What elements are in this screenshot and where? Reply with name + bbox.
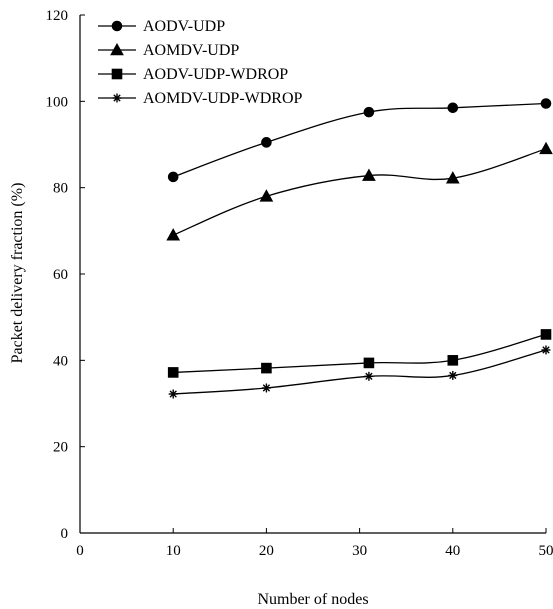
x-tick-label: 10 — [166, 543, 181, 559]
legend-marker — [111, 68, 123, 80]
data-point — [445, 171, 460, 184]
legend-label: AODV-UDP-WDROP — [143, 66, 288, 83]
data-point — [363, 106, 375, 118]
data-point — [540, 329, 552, 340]
x-tick-label: 50 — [539, 543, 553, 559]
legend-label: AOMDV-UDP — [143, 42, 239, 59]
y-tick-label: 60 — [53, 267, 68, 283]
legend-label: AOMDV-UDP-WDROP — [143, 90, 303, 107]
data-point — [167, 367, 179, 378]
series-group — [166, 98, 553, 399]
series-line — [173, 349, 547, 395]
data-point — [448, 370, 458, 380]
data-point — [167, 171, 179, 183]
y-axis-title: Packet delivery fraction (%) — [9, 183, 26, 364]
x-axis-ticks: 0 10 20 30 40 50 — [76, 528, 553, 559]
series-aomdv-udp — [166, 141, 553, 241]
data-point — [540, 98, 552, 109]
data-point — [541, 345, 551, 355]
y-tick-label: 120 — [46, 8, 69, 24]
y-tick-label: 80 — [53, 181, 68, 197]
y-tick-label: 20 — [53, 440, 68, 456]
x-tick-label: 40 — [445, 543, 460, 559]
legend-marker — [111, 20, 123, 32]
data-point — [261, 137, 272, 148]
legend-item: AODV-UDP-WDROP — [98, 66, 288, 83]
series-line — [172, 102, 547, 178]
series-aodv-udp — [167, 98, 552, 183]
legend: AODV-UDP AOMDV-UDP AODV-UDP-WDROP AOMDV-UDP… — [98, 18, 303, 107]
series-aodv-udp-wdrop — [167, 329, 552, 378]
x-tick-label: 0 — [76, 543, 84, 559]
legend-item: AODV-UDP — [98, 18, 225, 35]
legend-marker — [110, 42, 124, 56]
y-tick-label: 0 — [61, 526, 69, 542]
data-point — [447, 355, 459, 366]
data-point — [259, 189, 274, 202]
y-axis-ticks: 0 20 40 60 80 100 120 — [46, 8, 85, 542]
legend-marker — [112, 93, 122, 103]
data-point — [166, 228, 181, 241]
legend-label: AODV-UDP — [143, 18, 225, 35]
data-point — [363, 357, 375, 369]
legend-item: AOMDV-UDP-WDROP — [98, 90, 303, 107]
data-point — [447, 102, 459, 114]
series-aomdv-udp-wdrop — [168, 345, 551, 399]
data-point — [362, 168, 376, 181]
data-point — [168, 389, 178, 399]
x-tick-label: 20 — [259, 543, 274, 559]
legend-item: AOMDV-UDP — [98, 42, 239, 59]
series-line — [172, 148, 547, 236]
x-axis-title: Number of nodes — [257, 591, 368, 608]
y-tick-label: 40 — [53, 353, 68, 369]
y-tick-label: 100 — [46, 94, 69, 110]
x-tick-label: 30 — [352, 543, 367, 559]
data-point — [364, 371, 374, 381]
data-point — [261, 383, 271, 393]
data-point — [261, 362, 272, 374]
data-point — [539, 141, 553, 155]
